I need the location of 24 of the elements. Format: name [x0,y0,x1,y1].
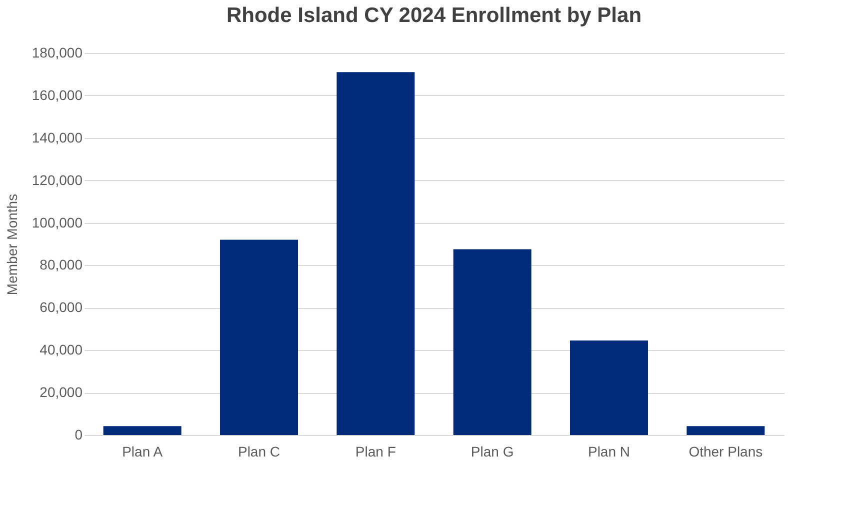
x-tick-label: Plan N [588,444,630,460]
y-tick-label: 80,000 [40,256,83,273]
bar [103,426,182,435]
bar [336,72,415,435]
x-tick-label: Other Plans [688,444,763,460]
y-tick-label: 100,000 [32,214,83,230]
x-tick-label: Plan F [355,444,396,460]
y-axis-title: Member Months [4,194,20,296]
bar [686,426,765,435]
y-tick-label: 0 [74,426,83,442]
y-tick-label: 180,000 [32,44,83,60]
y-tick-label: 160,000 [32,86,83,103]
bar [453,249,532,435]
y-tick-label: 20,000 [40,384,83,400]
bar [220,240,298,435]
bar [570,340,648,435]
y-tick-label: 60,000 [40,299,83,316]
y-tick-label: 140,000 [32,129,83,146]
x-tick-label: Plan G [470,444,514,460]
y-tick-label: 120,000 [32,172,83,188]
x-tick-label: Plan C [238,444,280,460]
y-tick-label: 40,000 [40,342,83,358]
x-tick-label: Plan A [122,444,164,460]
chart-title: Rhode Island CY 2024 Enrollment by Plan [226,4,642,27]
